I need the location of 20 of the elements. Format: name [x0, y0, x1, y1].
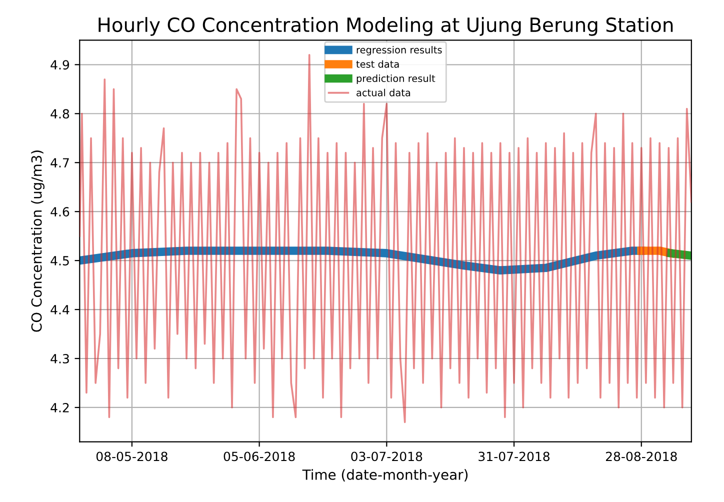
x-tick-label: 05-06-2018	[224, 452, 295, 462]
y-axis-title: CO Concentration (ug/m3)	[31, 150, 44, 332]
y-tick-label: 4.7	[50, 158, 69, 168]
y-tick-label: 4.8	[50, 109, 70, 119]
legend-label: actual data	[356, 88, 410, 96]
chart-title: Hourly CO Concentration Modeling at Ujung Berung Station	[98, 17, 673, 36]
legend-label: regression results	[356, 46, 442, 56]
y-tick-label: 4.9	[50, 60, 70, 70]
legend-label: prediction result	[356, 74, 436, 84]
x-tick-label: 31-07-2018	[478, 452, 550, 462]
x-tick-label: 08-05-2018	[96, 452, 168, 462]
legend-label: test data	[356, 60, 399, 68]
x-axis-title: Time (date-month-year)	[302, 469, 468, 483]
y-tick-label: 4.6	[50, 207, 70, 216]
y-tick-label: 4.3	[50, 354, 69, 364]
y-tick-label: 4.2	[50, 402, 69, 412]
y-tick-label: 4.4	[50, 305, 70, 314]
y-tick-label: 4.5	[50, 256, 69, 266]
x-tick-label: 03-07-2018	[351, 452, 422, 462]
x-tick-label: 28-08-2018	[606, 452, 677, 462]
